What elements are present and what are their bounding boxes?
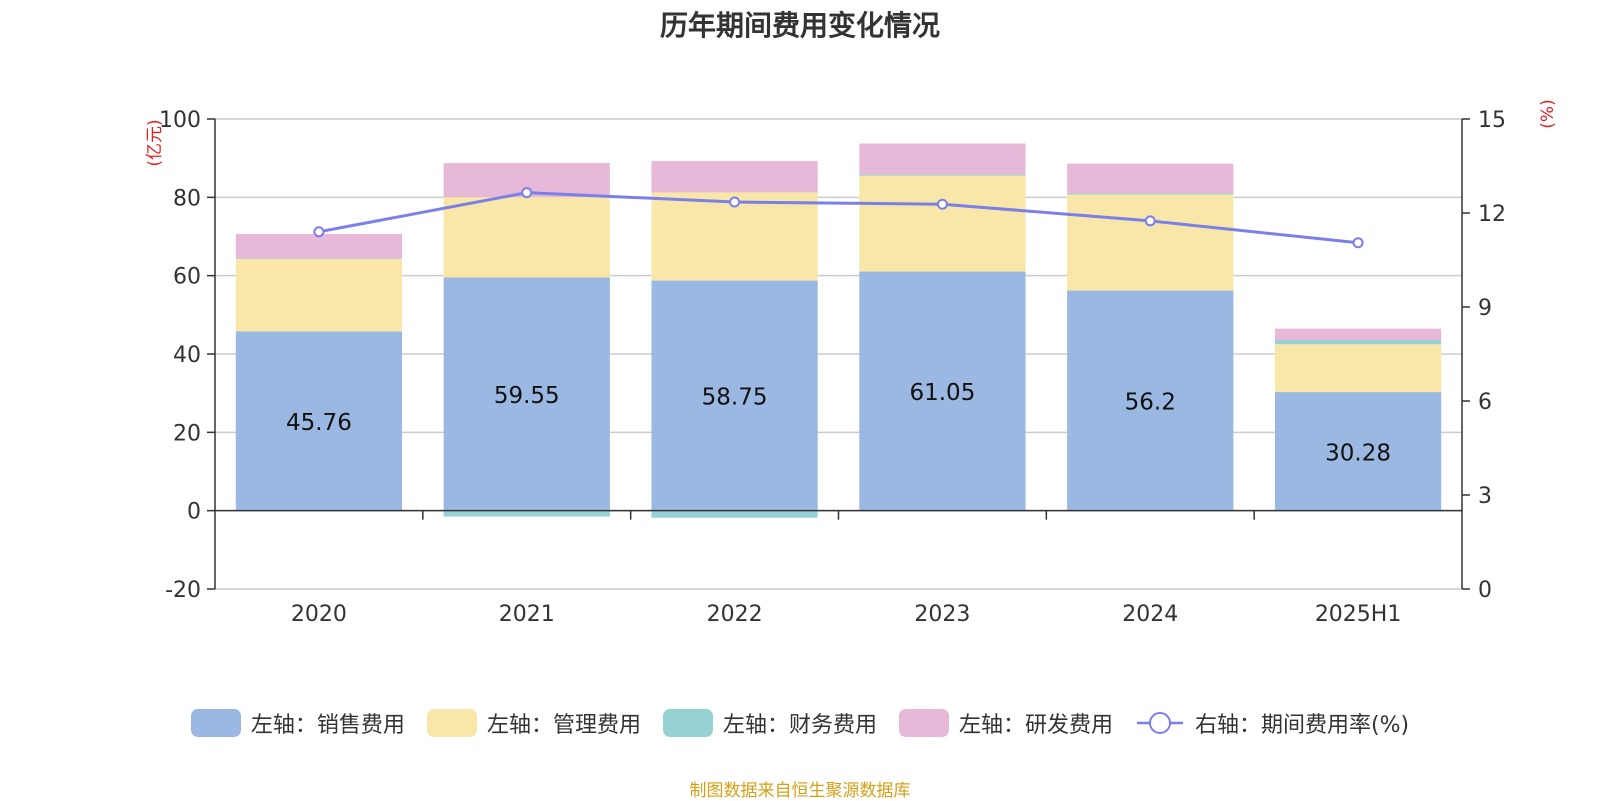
- bar-左轴财务费用-2023: [859, 174, 1026, 176]
- legend-item[interactable]: 左轴：管理费用: [426, 707, 641, 739]
- legend: 左轴：销售费用 左轴：管理费用 左轴：财务费用 左轴：研发费用 右轴：期间费用率(%): [0, 703, 1600, 743]
- bar-左轴销售费用-2024: [1067, 290, 1234, 511]
- bar-左轴管理费用-2020: [235, 258, 403, 332]
- bar-左轴销售费用-2021: [443, 277, 610, 511]
- legend-item[interactable]: 右轴：期间费用率(%): [1135, 707, 1409, 739]
- bar-左轴研发费用-2024: [1067, 163, 1234, 194]
- bar-左轴销售费用-2020: [235, 331, 403, 511]
- right-axis-tick-label: 12: [1478, 202, 1506, 227]
- left-axis-tick-label: 40: [173, 343, 201, 368]
- bar-data-label: 61.05: [909, 380, 975, 406]
- x-axis-tick-label: 2023: [914, 602, 970, 627]
- bar-左轴研发费用-2025H1: [1274, 328, 1442, 340]
- bar-左轴销售费用-2022: [651, 280, 818, 511]
- source-note: 制图数据来自恒生聚源数据库: [689, 781, 911, 801]
- left-axis-tick-label: 100: [159, 108, 201, 133]
- bar-左轴管理费用-2024: [1067, 194, 1234, 291]
- bar-data-label: 30.28: [1325, 440, 1391, 466]
- line-series: [313, 187, 1364, 249]
- right-axis-unit-label: (%): [1538, 99, 1558, 128]
- bar-data-label: 56.2: [1125, 390, 1176, 416]
- legend-label: 左轴：研发费用: [958, 713, 1113, 738]
- legend-item[interactable]: 左轴：销售费用: [190, 707, 405, 739]
- left-axis-tick-label: 20: [173, 421, 201, 446]
- bar-data-label: 59.55: [494, 383, 560, 409]
- left-axis-unit-label: (亿元): [145, 119, 165, 166]
- bar-左轴研发费用-2023: [859, 143, 1026, 175]
- legend-item[interactable]: 左轴：财务费用: [662, 707, 877, 739]
- bar-左轴管理费用-2023: [859, 175, 1026, 272]
- bar-左轴销售费用-2025H1: [1274, 392, 1442, 511]
- axes: -20 0 20 40 60 80 100 0 3 6 9 12 15 (亿元) (%) 2020 2021 20…: [145, 99, 1558, 627]
- legend-label: 左轴：管理费用: [486, 713, 641, 738]
- right-axis-tick-label: 6: [1478, 390, 1492, 415]
- rate-line: [318, 191, 1359, 245]
- bar-左轴研发费用-2020: [235, 233, 403, 259]
- legend-swatch: [426, 709, 477, 737]
- x-axis-tick-label: 2024: [1122, 602, 1178, 627]
- bar-左轴财务费用-2021: [443, 510, 610, 517]
- bar-左轴管理费用-2021: [443, 197, 610, 278]
- bar-左轴销售费用-2023: [859, 271, 1026, 511]
- x-axis-tick-label: 2025H1: [1315, 602, 1402, 627]
- bar-左轴财务费用-2024: [1067, 193, 1234, 195]
- bar-左轴财务费用-2020: [235, 258, 403, 259]
- left-axis-tick-label: 60: [173, 265, 201, 290]
- left-axis-tick-label: 80: [173, 186, 201, 211]
- legend-swatch: [662, 709, 713, 737]
- legend-label: 左轴：销售费用: [250, 713, 405, 738]
- rate-point-2021: [521, 187, 533, 199]
- rate-point-2024: [1144, 215, 1156, 227]
- legend-swatch: [190, 709, 241, 737]
- legend-line-marker-icon: [1136, 712, 1183, 734]
- right-axis-tick-label: 15: [1478, 108, 1506, 133]
- bar-data-label: 45.76: [286, 410, 352, 436]
- x-axis-tick-label: 2021: [499, 602, 555, 627]
- rate-point-2020: [313, 226, 325, 238]
- bar-series: [235, 143, 1442, 518]
- bar-左轴财务费用-2025H1: [1274, 339, 1442, 345]
- right-axis-tick-label: 9: [1478, 296, 1492, 321]
- chart-title: 历年期间费用变化情况: [659, 9, 940, 42]
- legend-label: 左轴：财务费用: [722, 713, 877, 738]
- rate-point-2023: [936, 198, 948, 210]
- rate-point-2025H1: [1352, 237, 1364, 249]
- legend-swatch: [898, 709, 949, 737]
- legend-label: 右轴：期间费用率(%): [1194, 713, 1410, 738]
- x-axis-tick-label: 2022: [707, 602, 763, 627]
- data-labels: 45.76 59.55 58.75 61.05 56.2 30.28: [286, 380, 1391, 466]
- bar-左轴研发费用-2022: [651, 161, 818, 193]
- x-axis-tick-label: 2020: [291, 602, 347, 627]
- right-axis-tick-label: 3: [1478, 484, 1492, 509]
- legend-item[interactable]: 左轴：研发费用: [898, 707, 1113, 739]
- left-axis-tick-label: -20: [165, 578, 201, 603]
- left-axis-tick-label: 0: [187, 500, 201, 525]
- bar-左轴财务费用-2022: [651, 510, 818, 518]
- bar-左轴管理费用-2025H1: [1274, 344, 1442, 393]
- bar-data-label: 58.75: [702, 385, 768, 411]
- right-axis-tick-label: 0: [1478, 578, 1492, 603]
- rate-point-2022: [729, 196, 741, 208]
